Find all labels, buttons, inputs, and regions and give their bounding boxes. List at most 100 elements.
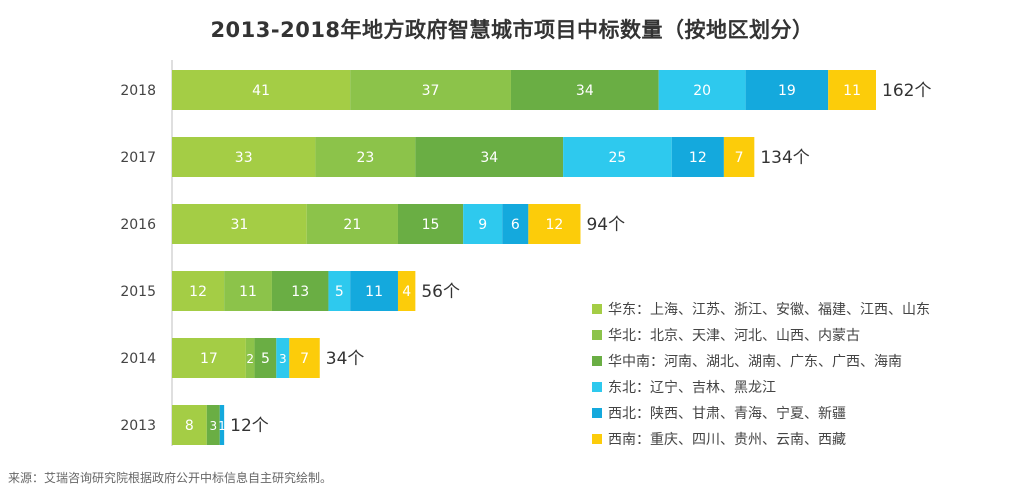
total-label: 134个 [760, 148, 809, 168]
category-label: 2014 [120, 351, 156, 367]
legend-item: 华中南：河南、湖北、湖南、广东、广西、海南 [592, 348, 930, 374]
data-label: 41 [252, 83, 270, 99]
data-label: 2 [246, 352, 254, 366]
data-label: 31 [230, 217, 248, 233]
source-note: 来源：艾瑞咨询研究院根据政府公开中标信息自主研究绘制。 [8, 471, 333, 485]
legend-swatch [592, 304, 602, 314]
bar-segment [172, 137, 316, 177]
bar-segment [397, 271, 416, 311]
data-label: 8 [185, 418, 194, 434]
bar-segment [463, 204, 503, 244]
bar-segment [206, 405, 220, 445]
bar-segment [271, 271, 329, 311]
legend-swatch [592, 434, 602, 444]
data-label: 25 [609, 150, 627, 166]
bar-segment [245, 338, 255, 378]
bar-segment [224, 271, 272, 311]
legend-swatch [592, 382, 602, 392]
data-label: 5 [335, 284, 344, 300]
bars-layer [172, 70, 876, 445]
data-label: 3 [209, 419, 217, 433]
data-label: 21 [343, 217, 361, 233]
data-label: 12 [689, 150, 707, 166]
category-label: 2015 [120, 284, 156, 300]
total-label: 56个 [421, 282, 460, 302]
data-label: 23 [356, 150, 374, 166]
data-label: 11 [365, 284, 383, 300]
data-label: 1 [218, 419, 226, 433]
bar-segment [315, 137, 416, 177]
legend-item: 华东：上海、江苏、浙江、安徽、福建、江西、山东 [592, 296, 930, 322]
category-label: 2018 [120, 83, 156, 99]
category-label: 2016 [120, 217, 156, 233]
data-label: 33 [235, 150, 253, 166]
legend-label: 华东：上海、江苏、浙江、安徽、福建、江西、山东 [608, 302, 930, 318]
data-label: 3 [279, 352, 287, 366]
total-label: 12个 [230, 416, 269, 436]
legend-item: 西南：重庆、四川、贵州、云南、西藏 [592, 426, 930, 452]
data-label: 17 [200, 351, 218, 367]
data-label: 20 [693, 83, 711, 99]
legend: 华东：上海、江苏、浙江、安徽、福建、江西、山东 华北：北京、天津、河北、山西、内蒙… [592, 296, 930, 452]
category-label: 2017 [120, 150, 156, 166]
data-label: 12 [546, 217, 564, 233]
bar-segment [510, 70, 659, 110]
bar-segment [219, 405, 225, 445]
data-label: 7 [300, 351, 309, 367]
data-label: 13 [291, 284, 309, 300]
data-label: 7 [735, 150, 744, 166]
data-label: 19 [778, 83, 796, 99]
data-label: 34 [576, 83, 594, 99]
data-label: 4 [402, 284, 411, 300]
legend-label: 西南：重庆、四川、贵州、云南、西藏 [608, 432, 846, 448]
data-label: 15 [422, 217, 440, 233]
bar-segment [528, 204, 581, 244]
data-label: 9 [478, 217, 487, 233]
data-label: 12 [189, 284, 207, 300]
bar-segment [172, 271, 225, 311]
legend-item: 华北：北京、天津、河北、山西、内蒙古 [592, 322, 930, 348]
data-label: 37 [422, 83, 440, 99]
legend-item: 西北：陕西、甘肃、青海、宁夏、新疆 [592, 400, 930, 426]
legend-label: 东北：辽宁、吉林、黑龙江 [608, 380, 776, 396]
bar-segment [172, 70, 351, 110]
category-label: 2013 [120, 418, 156, 434]
bar-segment [172, 405, 207, 445]
total-label: 94个 [586, 215, 625, 235]
data-label: 5 [261, 351, 270, 367]
legend-swatch [592, 330, 602, 340]
bar-segment [350, 70, 511, 110]
bar-segment [723, 137, 755, 177]
bar-segment [276, 338, 290, 378]
bar-segment [502, 204, 529, 244]
legend-label: 西北：陕西、甘肃、青海、宁夏、新疆 [608, 406, 846, 422]
legend-item: 东北：辽宁、吉林、黑龙江 [592, 374, 930, 400]
legend-swatch [592, 356, 602, 366]
bar-segment [658, 70, 746, 110]
bar-segment [350, 271, 398, 311]
bar-segment [254, 338, 277, 378]
legend-label: 华中南：河南、湖北、湖南、广东、广西、海南 [608, 354, 902, 370]
legend-label: 华北：北京、天津、河北、山西、内蒙古 [608, 328, 860, 344]
total-label: 34个 [326, 349, 365, 369]
bar-segment [172, 338, 246, 378]
data-label: 34 [480, 150, 498, 166]
bar-segment [172, 204, 307, 244]
bar-segment [397, 204, 464, 244]
bar-segment [306, 204, 398, 244]
total-label: 162个 [882, 81, 931, 101]
chart-title: 2013-2018年地方政府智慧城市项目中标数量（按地区划分） [210, 18, 814, 42]
bar-segment [563, 137, 672, 177]
bar-segment [828, 70, 876, 110]
bar-segment [415, 137, 564, 177]
bar-segment [328, 271, 351, 311]
data-label: 11 [239, 284, 257, 300]
bar-segment [671, 137, 724, 177]
data-label: 6 [511, 217, 520, 233]
bar-segment [745, 70, 829, 110]
data-label: 11 [843, 83, 861, 99]
bar-segment [289, 338, 320, 378]
legend-swatch [592, 408, 602, 418]
